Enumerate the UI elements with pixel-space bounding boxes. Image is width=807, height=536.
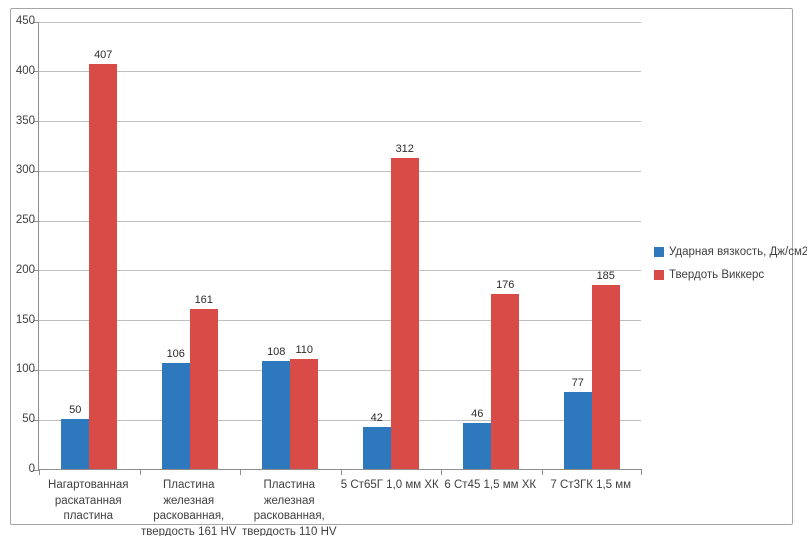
bar-value-label: 42: [370, 412, 383, 424]
gridline-50: [39, 419, 641, 421]
legend: Ударная вязкость, Дж/см2 Твердоть Виккерс: [654, 246, 807, 281]
y-tick-label: 350: [15, 114, 35, 127]
legend-swatch-red: [654, 270, 664, 280]
bar-value-label: 108: [267, 346, 286, 358]
y-tick-mark: [34, 419, 39, 421]
bar-red-cat3: [290, 359, 319, 469]
y-axis-labels: 0 50 100 150 200 250 300 350 400 450: [11, 15, 35, 475]
legend-label: Ударная вязкость, Дж/см2: [669, 246, 807, 258]
bar-blue-cat4: [362, 427, 391, 469]
y-tick-label: 200: [15, 263, 35, 276]
y-tick-label: 100: [15, 363, 35, 376]
x-tick-mark: [441, 469, 442, 475]
y-tick-label: 250: [15, 214, 35, 227]
gridline-150: [39, 320, 641, 322]
gridline-350: [39, 121, 641, 123]
bar-value-label: 50: [69, 404, 82, 416]
y-tick-label: 300: [15, 164, 35, 177]
chart-frame: 50 407 106 161 108 110 42 312 46 176 77 185 0 50 100 1…: [10, 8, 807, 536]
x-category-label-2: Пластина железная раскованная, твердость…: [141, 479, 237, 536]
bar-value-label: 106: [166, 348, 185, 360]
y-tick-label: 450: [15, 15, 35, 27]
bar-blue-cat5: [463, 423, 492, 469]
x-category-label-1: Нагартованная раскатанная пластина: [48, 479, 129, 522]
gridline-300: [39, 170, 641, 172]
legend-item-2: Твердоть Виккерс: [654, 269, 807, 281]
bar-value-label: 407: [94, 49, 113, 61]
bar-blue-cat3: [262, 361, 291, 469]
bar-red-cat6: [591, 285, 620, 469]
y-tick-mark: [34, 170, 39, 172]
bar-red-cat5: [491, 294, 520, 469]
y-tick-label: 0: [28, 463, 35, 475]
x-category-label-3: Пластина железная раскованная, твердость…: [241, 479, 337, 536]
bar-blue-cat1: [61, 419, 90, 469]
bar-value-label: 46: [471, 408, 484, 420]
y-tick-mark: [34, 270, 39, 272]
gridline-200: [39, 270, 641, 272]
legend-swatch-blue: [654, 247, 664, 257]
bar-value-label: 176: [496, 279, 515, 291]
gridline-450: [39, 21, 641, 23]
y-tick-mark: [34, 71, 39, 73]
x-tick-mark: [39, 469, 40, 475]
x-category-label-6: 7 Ст3ГК 1,5 мм: [550, 479, 632, 491]
y-tick-mark: [34, 469, 39, 471]
y-tick-mark: [34, 220, 39, 222]
x-tick-mark: [139, 469, 141, 475]
gridline-100: [39, 369, 641, 371]
bar-blue-cat2: [161, 363, 190, 469]
legend-label: Твердоть Виккерс: [669, 269, 765, 281]
gridline-400: [39, 71, 641, 73]
bar-red-cat2: [189, 309, 218, 469]
bar-value-label: 312: [395, 143, 414, 155]
y-tick-label: 50: [22, 413, 35, 426]
x-tick-mark: [641, 469, 642, 475]
y-tick-mark: [34, 21, 39, 23]
bar-value-label: 77: [571, 377, 584, 389]
bar-value-label: 161: [194, 294, 213, 306]
x-axis-labels: Нагартованная раскатанная пластина Пласти…: [38, 478, 641, 536]
y-tick-label: 150: [15, 313, 35, 326]
x-category-label-4: 5 Ст65Г 1,0 мм ХК: [340, 479, 439, 491]
x-tick-mark: [541, 469, 543, 475]
x-tick-mark: [340, 469, 342, 475]
bar-red-cat4: [390, 158, 419, 469]
y-tick-mark: [34, 121, 39, 123]
bar-red-cat1: [89, 64, 118, 469]
legend-item-1: Ударная вязкость, Дж/см2: [654, 246, 807, 258]
x-tick-mark: [240, 469, 241, 475]
gridline-250: [39, 220, 641, 222]
y-tick-mark: [34, 369, 39, 371]
x-category-label-5: 6 Ст45 1,5 мм ХК: [444, 479, 537, 491]
bar-value-label: 185: [596, 270, 615, 282]
bar-value-label: 110: [295, 344, 314, 356]
bar-blue-cat6: [563, 392, 592, 469]
y-tick-label: 400: [15, 64, 35, 77]
plot-area: 50 407 106 161 108 110 42 312 46 176 77 185: [34, 21, 642, 475]
y-tick-mark: [34, 320, 39, 322]
